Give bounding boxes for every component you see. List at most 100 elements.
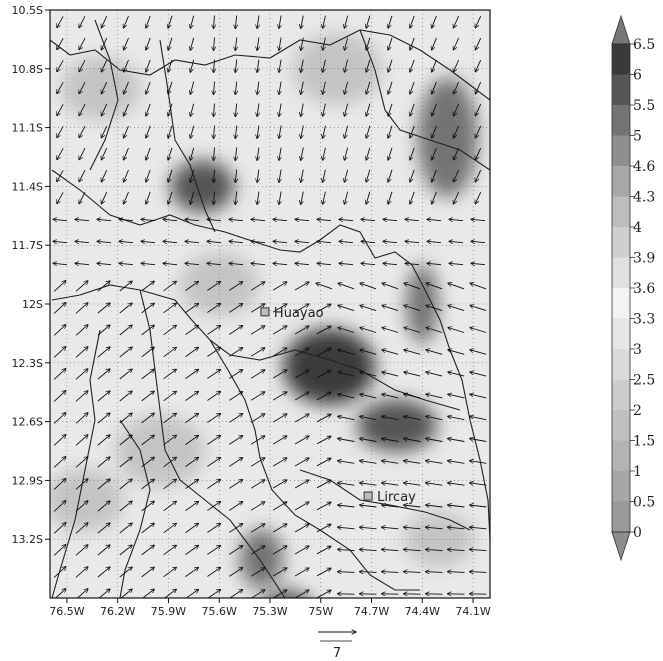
wind-arrow [75, 523, 88, 534]
city-marker [260, 307, 270, 317]
wind-arrow [426, 328, 443, 333]
wind-arrow [383, 219, 398, 220]
wind-arrow [163, 303, 177, 314]
boundary-line [119, 419, 151, 598]
wind-arrow [470, 372, 487, 377]
boundary-line [51, 284, 420, 591]
wind-arrow [366, 103, 371, 116]
wind-arrow [339, 263, 354, 264]
wind-arrow [124, 191, 129, 204]
wind-arrow [57, 170, 64, 181]
wind-arrow [338, 394, 355, 399]
wind-arrow [57, 148, 64, 159]
wind-arrow [453, 103, 460, 116]
wind-arrow [410, 147, 415, 160]
wind-arrow [97, 413, 110, 424]
x-tick-label: 74.7W [354, 605, 389, 618]
wind-arrow [338, 372, 355, 377]
wind-arrow [272, 546, 287, 555]
wind-arrow [382, 305, 399, 312]
wind-arrow [101, 37, 108, 50]
wind-arrow [207, 348, 220, 357]
wind-arrow [388, 37, 393, 50]
wind-arrow [251, 241, 266, 242]
wind-arrow [475, 59, 482, 72]
x-tick-label: 74.4W [405, 605, 440, 618]
wind-arrow [168, 37, 173, 50]
wind-arrow [449, 241, 464, 242]
wind-arrow [146, 59, 151, 72]
wind-arrow [141, 523, 155, 534]
wind-arrow [250, 480, 265, 489]
wind-arrow [360, 549, 377, 550]
wind-arrow [323, 147, 326, 161]
wind-arrow [163, 545, 177, 556]
wind-arrow [79, 191, 86, 204]
colorbar-band [612, 105, 630, 136]
wind-arrow [366, 191, 371, 204]
wind-arrow [272, 480, 287, 489]
wind-arrow [426, 350, 443, 355]
wind-arrow [163, 325, 177, 336]
colorbar-label: 2 [633, 403, 642, 419]
wind-arrow [410, 59, 415, 72]
wind-arrow [388, 125, 393, 138]
wind-arrow [301, 81, 304, 95]
wind-arrow [257, 169, 259, 183]
wind-arrow [168, 191, 173, 204]
wind-arrow [119, 435, 132, 446]
wind-arrow [360, 372, 377, 377]
wind-arrow [163, 391, 177, 402]
wind-arrow [404, 549, 421, 550]
wind-arrow [360, 527, 377, 529]
wind-arrow [53, 457, 66, 468]
wind-arrow [294, 370, 309, 379]
wind-arrow [190, 103, 195, 117]
wind-arrow [207, 458, 220, 467]
wind-arrow [301, 169, 304, 183]
boundary-line [359, 29, 490, 171]
wind-arrow [360, 461, 377, 464]
wind-arrow [273, 263, 288, 264]
wind-arrow [75, 391, 88, 402]
wind-arrow [257, 37, 259, 51]
wind-arrow [316, 590, 331, 598]
wind-arrow [97, 263, 112, 264]
wind-arrow [119, 263, 134, 264]
wind-arrow [360, 416, 377, 421]
wind-arrow [410, 125, 415, 138]
wind-arrow [53, 413, 66, 424]
wind-arrow [338, 416, 355, 421]
wind-arrow [207, 241, 222, 242]
wind-arrow [382, 483, 399, 486]
wind-arrow [257, 147, 259, 161]
wind-arrow [190, 125, 195, 139]
wind-arrow [79, 15, 86, 28]
wind-arrow [316, 326, 331, 335]
wind-arrow [141, 545, 155, 556]
wind-arrow [388, 103, 393, 116]
wind-arrow [366, 81, 371, 94]
wind-arrow [404, 527, 421, 529]
wind-arrow [316, 458, 331, 467]
colorbar-band [612, 471, 630, 502]
wind-arrow [235, 59, 236, 73]
wind-arrow [316, 568, 331, 577]
wind-arrow [323, 59, 326, 73]
wind-arrow [250, 370, 265, 379]
wind-arrow [432, 125, 437, 138]
wind-arrow [316, 436, 331, 445]
wind-arrow [141, 303, 155, 314]
wind-arrow [316, 546, 331, 555]
wind-arrow [53, 281, 66, 292]
wind-arrow [338, 549, 355, 550]
wind-arrow [426, 305, 443, 312]
shade-patch-light [115, 415, 205, 487]
wind-arrow [141, 241, 156, 242]
wind-arrow [75, 219, 90, 220]
wind-arrow [75, 479, 88, 490]
wind-arrow [250, 282, 265, 291]
wind-arrow [57, 192, 64, 203]
wind-arrow [426, 483, 443, 486]
wind-arrow [432, 81, 437, 94]
